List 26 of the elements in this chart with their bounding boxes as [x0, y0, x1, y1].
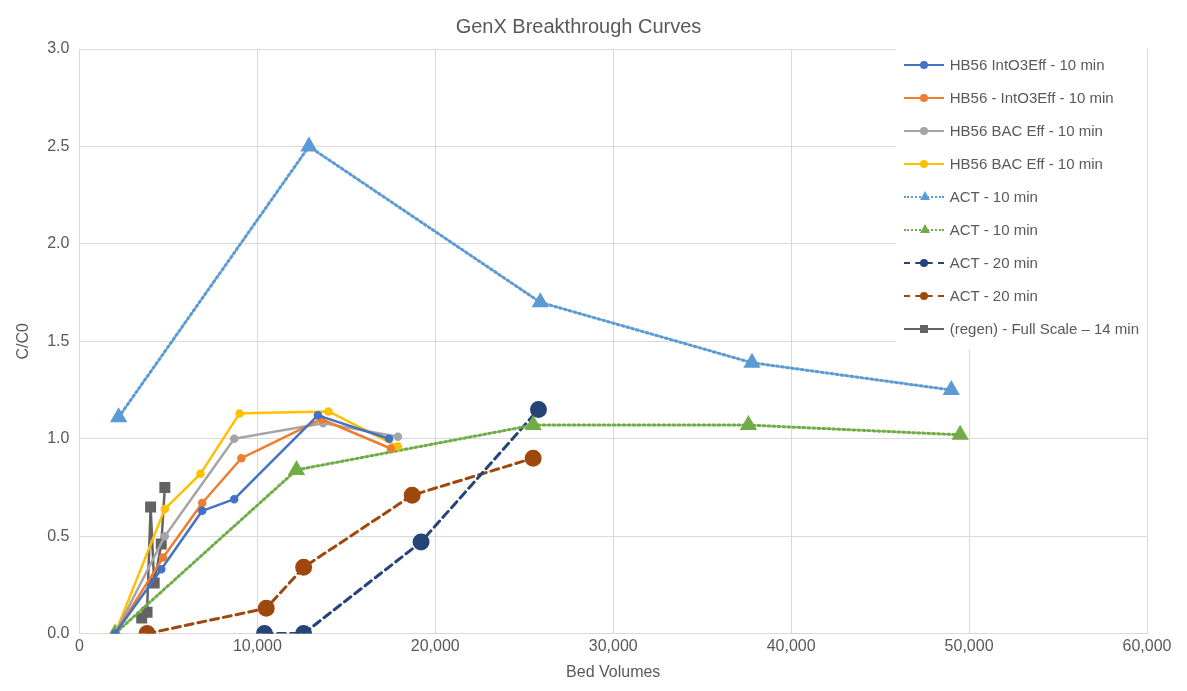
- x-tick-label: 50,000: [944, 636, 994, 654]
- x-tick-label: 40,000: [766, 636, 816, 654]
- y-tick-label: 3.0: [47, 39, 70, 57]
- x-tick-label: 20,000: [410, 636, 460, 654]
- legend-label: HB56 IntO3Eff - 10 min: [949, 56, 1105, 73]
- chart-title: GenX Breakthrough Curves: [455, 14, 702, 37]
- x-tick-label: 10,000: [232, 636, 282, 654]
- x-tick-label: 60,000: [1122, 636, 1172, 654]
- x-axis-title: Bed Volumes: [566, 662, 661, 680]
- legend-label: HB56 BAC Eff - 10 min: [949, 155, 1103, 172]
- y-tick-label: 0.0: [47, 624, 70, 642]
- legend-label: ACT - 20 min: [949, 287, 1038, 304]
- legend-label: ACT - 20 min: [949, 254, 1038, 271]
- legend-label: HB56 - IntO3Eff - 10 min: [949, 89, 1114, 106]
- y-tick-label: 1.5: [47, 331, 70, 349]
- legend-label: ACT - 10 min: [949, 188, 1038, 205]
- legend-label: (regen) - Full Scale – 14 min: [949, 320, 1139, 337]
- y-axis-title: C/C0: [14, 322, 32, 360]
- x-tick-label: 30,000: [588, 636, 638, 654]
- legend-label: HB56 BAC Eff - 10 min: [949, 122, 1103, 139]
- y-tick-label: 0.5: [47, 526, 70, 544]
- y-tick-label: 1.0: [47, 429, 70, 447]
- x-tick-label: 0: [74, 636, 84, 654]
- legend-label: ACT - 10 min: [949, 221, 1038, 238]
- y-tick-label: 2.5: [47, 136, 70, 154]
- y-tick-label: 2.0: [47, 234, 70, 252]
